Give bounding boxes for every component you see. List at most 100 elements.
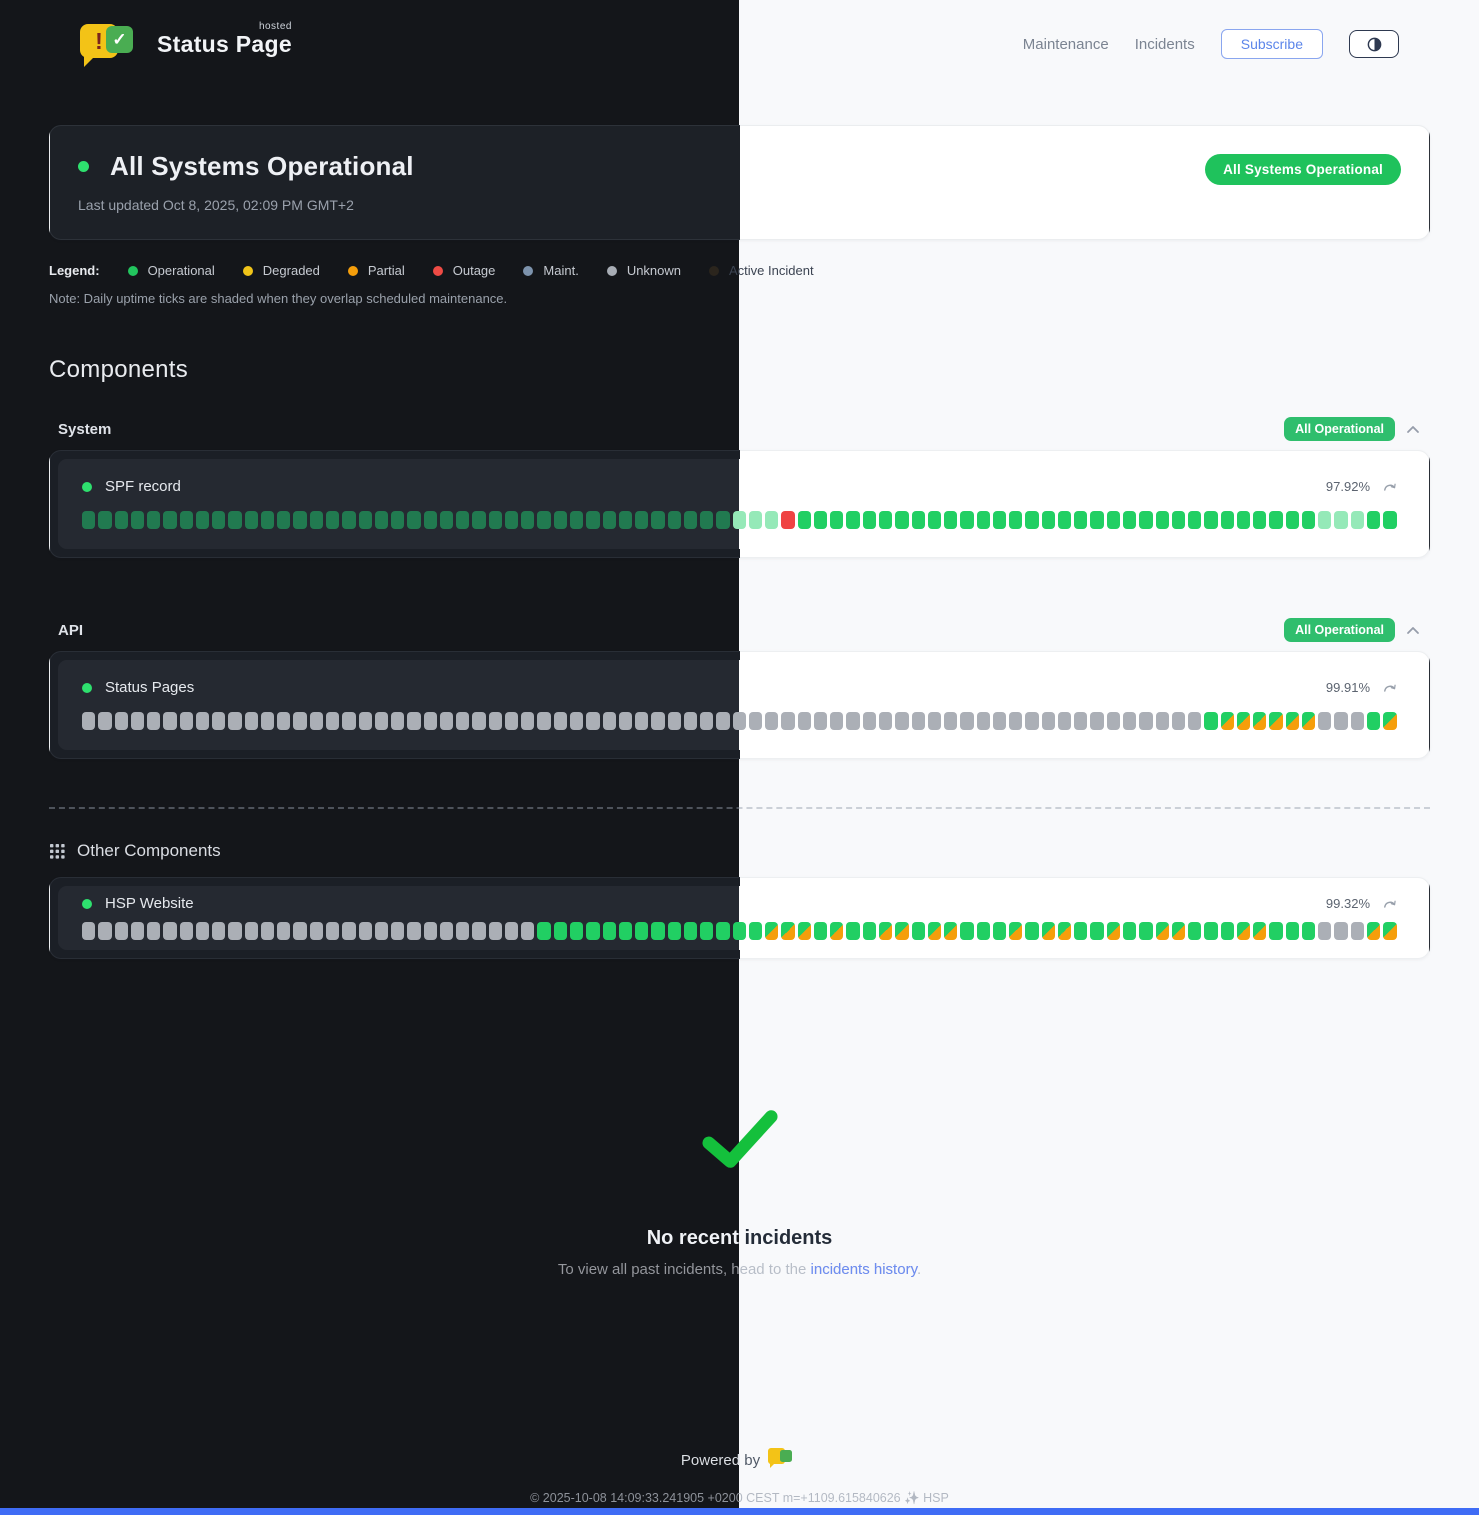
- uptime-ticks: [82, 511, 1397, 529]
- group-collapse-chevron-icon[interactable]: [1406, 425, 1420, 434]
- uptime-tick: [553, 922, 567, 940]
- uptime-tick: [602, 922, 616, 940]
- uptime-tick: [683, 712, 698, 730]
- component-group-system: System All Operational SPF record 97.92%: [49, 417, 1430, 558]
- legend-item-label: Outage: [452, 263, 496, 278]
- legend-dot: [606, 265, 617, 276]
- uptime-tick: [488, 712, 502, 730]
- legend-item-label: Degraded: [262, 263, 320, 278]
- uptime-tick: [586, 712, 600, 730]
- legend-item-label: Maint.: [543, 263, 579, 278]
- uptime-tick: [1366, 922, 1381, 940]
- uptime-tick: [992, 511, 1007, 529]
- legend-dot: [523, 265, 534, 276]
- uptime-tick: [147, 511, 161, 529]
- uptime-tick: [358, 511, 372, 529]
- uptime-tick: [260, 922, 275, 940]
- uptime-tick: [960, 922, 974, 940]
- component-name: Status Pages: [105, 679, 195, 696]
- uptime-tick: [1236, 922, 1251, 940]
- legend-row: Legend: Operational Degraded Partial Outage…: [49, 263, 1430, 278]
- uptime-tick: [1301, 922, 1316, 940]
- brand: ! ✓ Status Page hosted: [80, 21, 292, 67]
- subtitle-prefix: To view all past incidents, head to the: [557, 1261, 811, 1278]
- uptime-tick: [1041, 712, 1055, 730]
- uptime-tick: [423, 511, 437, 529]
- powered-by-line: Powered by ! ✓: [49, 1448, 1430, 1470]
- uptime-tick: [114, 712, 128, 730]
- uptime-tick: [1318, 922, 1332, 940]
- uptime-tick: [1334, 922, 1348, 940]
- uptime-trend-icon: [1383, 682, 1397, 693]
- uptime-tick: [472, 712, 486, 730]
- uptime-tick: [927, 922, 942, 940]
- uptime-tick: [1285, 511, 1299, 529]
- uptime-tick: [537, 712, 551, 730]
- uptime-tick: [537, 511, 551, 529]
- legend-item-label: Partial: [367, 263, 405, 278]
- other-components-card: HSP Website 99.32%: [49, 877, 1430, 959]
- uptime-tick: [1074, 511, 1088, 529]
- uptime-tick: [1009, 922, 1023, 940]
- uptime-tick: [618, 511, 633, 529]
- uptime-tick: [456, 922, 470, 940]
- uptime-tick: [846, 712, 860, 730]
- theme-toggle-button[interactable]: [1349, 30, 1399, 58]
- uptime-tick: [179, 922, 193, 940]
- footer-logo-icon: ! ✓: [768, 1448, 798, 1470]
- uptime-tick: [1090, 922, 1104, 940]
- uptime-tick: [944, 511, 958, 529]
- uptime-tick: [325, 922, 340, 940]
- uptime-tick: [944, 922, 958, 940]
- uptime-tick: [1383, 511, 1397, 529]
- uptime-tick: [293, 922, 307, 940]
- legend-item-operational: Operational: [127, 263, 215, 278]
- uptime-tick: [163, 511, 177, 529]
- uptime-tick: [374, 922, 389, 940]
- uptime-tick: [325, 712, 340, 730]
- uptime-tick: [1057, 922, 1072, 940]
- uptime-tick: [1383, 712, 1397, 730]
- uptime-tick: [130, 712, 145, 730]
- uptime-tick: [911, 712, 925, 730]
- brand-name: Status Page: [157, 30, 292, 57]
- last-updated-text: Last updated Oct 8, 2025, 02:09 PM GMT+2: [78, 197, 354, 213]
- uptime-tick: [407, 712, 421, 730]
- nav-link-incidents[interactable]: Incidents: [1134, 35, 1195, 53]
- incidents-history-link[interactable]: incidents history: [810, 1261, 917, 1278]
- uptime-tick: [667, 511, 681, 529]
- legend-item-partial: Partial: [347, 263, 405, 278]
- section-divider: [49, 807, 1430, 809]
- uptime-tick: [228, 712, 242, 730]
- uptime-tick: [813, 922, 828, 940]
- uptime-tick: [830, 922, 844, 940]
- uptime-tick: [1269, 922, 1283, 940]
- legend-dot: [709, 265, 720, 276]
- uptime-tick: [1139, 712, 1153, 730]
- subscribe-button[interactable]: Subscribe: [1220, 29, 1323, 59]
- uptime-tick: [879, 922, 893, 940]
- uptime-tick: [1236, 511, 1251, 529]
- group-collapse-chevron-icon[interactable]: [1406, 626, 1420, 635]
- uptime-tick: [748, 511, 763, 529]
- uptime-tick: [911, 922, 925, 940]
- nav-link-maintenance[interactable]: Maintenance: [1022, 35, 1109, 53]
- uptime-tick: [130, 922, 145, 940]
- uptime-tick: [472, 511, 486, 529]
- uptime-tick: [651, 922, 665, 940]
- uptime-tick: [228, 922, 242, 940]
- uptime-tick: [391, 511, 405, 529]
- component-groups: System All Operational SPF record 97.92% API…: [49, 417, 1430, 759]
- uptime-tick: [82, 511, 96, 529]
- uptime-tick: [732, 511, 746, 529]
- uptime-tick: [407, 511, 421, 529]
- big-check-icon: [49, 1107, 1430, 1171]
- uptime-tick: [1253, 922, 1267, 940]
- uptime-tick: [1301, 511, 1316, 529]
- uptime-tick: [602, 511, 616, 529]
- uptime-tick: [1269, 712, 1283, 730]
- uptime-tick: [391, 712, 405, 730]
- legend-item-outage: Outage: [432, 263, 496, 278]
- uptime-tick: [423, 922, 437, 940]
- uptime-trend-icon: [1383, 481, 1397, 492]
